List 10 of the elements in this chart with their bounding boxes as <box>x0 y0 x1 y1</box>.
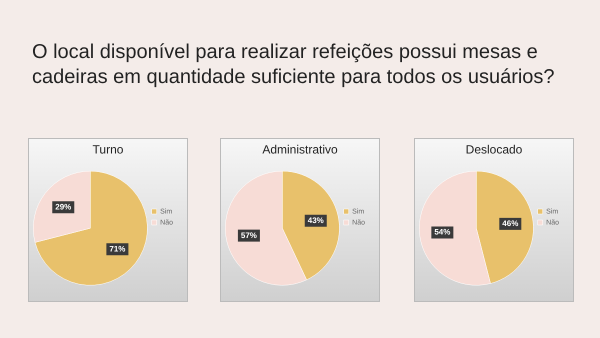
chart-title: Turno <box>92 142 124 157</box>
data-label: 71% <box>109 244 126 254</box>
data-label: 29% <box>55 202 72 212</box>
data-label: 54% <box>434 228 450 237</box>
data-label: 43% <box>308 216 324 225</box>
chart-title: Administrativo <box>262 142 338 157</box>
data-label: 57% <box>240 230 257 240</box>
data-label: 46% <box>502 219 518 228</box>
text: O local disponível para realizar refeições possui mesas e cadeiras em quantidade suficiente para todos os usuários? <box>32 40 556 90</box>
chart-title: Deslocado <box>466 142 523 157</box>
